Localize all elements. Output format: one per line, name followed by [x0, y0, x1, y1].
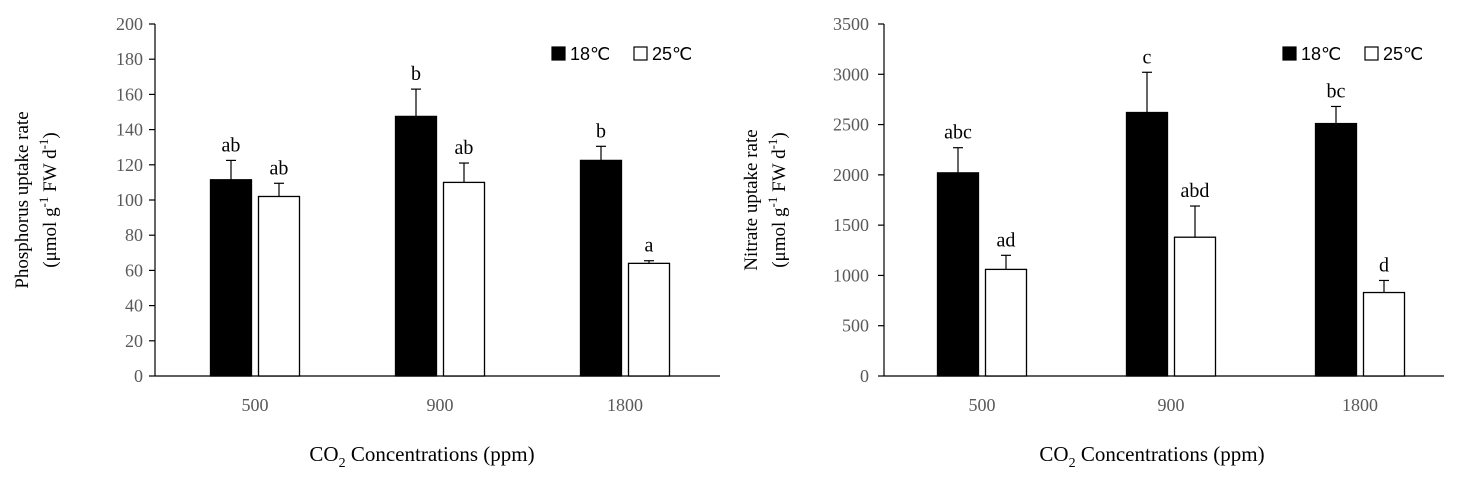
- bar-18c-1800: [1314, 122, 1358, 377]
- bar-25c-500: [984, 268, 1028, 377]
- y-axis-title-superscript: -1: [36, 197, 51, 208]
- y-tick-label: 100: [116, 190, 143, 210]
- legend-swatch: [551, 46, 566, 61]
- significance-letter: ad: [997, 229, 1016, 251]
- y-tick-label: 40: [125, 296, 143, 316]
- x-axis-title-part: Concentrations (ppm): [346, 442, 535, 466]
- legend: 18℃ 25℃: [551, 44, 692, 64]
- legend-swatch: [1282, 46, 1297, 61]
- y-tick-label: 1000: [833, 265, 869, 285]
- y-axis-title-part: FW d: [769, 149, 790, 197]
- y-axis-title-line1: Nitrate uptake rate: [741, 129, 762, 270]
- y-tick-label: 3000: [833, 64, 869, 84]
- bar-18c-500: [936, 172, 980, 377]
- y-tick-label: 140: [116, 120, 143, 140]
- significance-letter: b: [411, 63, 421, 85]
- y-tick-label: 3500: [833, 14, 869, 34]
- y-tick-label: 2500: [833, 115, 869, 135]
- y-tick-label: 200: [116, 14, 143, 34]
- y-axis-title-superscript: -1: [765, 197, 780, 208]
- y-axis-title-superscript: -1: [36, 139, 51, 150]
- bar-18c-900: [394, 115, 438, 377]
- bar-25c-900: [442, 181, 486, 377]
- x-axis-title: CO2 Concentrations (ppm): [1039, 442, 1264, 471]
- x-tick-label: 900: [1158, 395, 1185, 415]
- bar-18c-1800: [579, 159, 623, 377]
- y-tick-label: 1500: [833, 215, 869, 235]
- y-axis-title-superscript: -1: [765, 139, 780, 150]
- bar-25c-900: [1173, 236, 1217, 377]
- significance-letter: abc: [944, 122, 972, 144]
- significance-letter: ab: [222, 134, 241, 156]
- legend-label: 18℃: [1301, 44, 1341, 64]
- significance-letter: d: [1379, 254, 1389, 276]
- x-tick-label: 1800: [607, 395, 643, 415]
- x-tick-label: 500: [969, 395, 996, 415]
- chart-panel-1: 0 20 40 60 80 100 120 140 160 180 200 Phosphorus up…: [12, 14, 720, 471]
- legend: 18℃ 25℃: [1282, 44, 1423, 64]
- x-tick-label: 500: [242, 395, 269, 415]
- x-tick-label: 900: [427, 395, 454, 415]
- legend-swatch: [633, 46, 648, 61]
- significance-letter: a: [645, 235, 654, 257]
- y-tick-label: 120: [116, 155, 143, 175]
- y-axis-title-part: (μmol g: [769, 207, 790, 268]
- significance-letter: bc: [1327, 80, 1346, 102]
- legend-swatch: [1364, 46, 1379, 61]
- significance-letter: abd: [1181, 180, 1210, 202]
- x-axis-title: CO2 Concentrations (ppm): [309, 442, 534, 471]
- significance-letter: b: [596, 120, 606, 142]
- y-tick-label: 0: [860, 366, 869, 386]
- y-tick-label: 60: [125, 260, 143, 280]
- y-axis-title-part: FW d: [40, 149, 61, 197]
- significance-letter: ab: [455, 137, 474, 159]
- y-axis-title-part: ): [769, 132, 790, 138]
- y-tick-label: 160: [116, 84, 143, 104]
- y-tick-label: 0: [134, 366, 143, 386]
- bar-25c-500: [257, 195, 301, 377]
- bar-25c-1800: [627, 262, 671, 377]
- legend-label: 25℃: [1383, 44, 1423, 64]
- y-tick-label: 20: [125, 331, 143, 351]
- y-axis-title-line1: Phosphorus uptake rate: [12, 111, 33, 288]
- significance-letter: ab: [270, 157, 289, 179]
- bar-25c-1800: [1362, 291, 1406, 377]
- x-axis-title-part: Concentrations (ppm): [1076, 442, 1265, 466]
- y-axis-title-part: (μmol g: [40, 207, 61, 268]
- y-axis-title-part: ): [40, 132, 61, 138]
- y-tick-label: 500: [842, 316, 869, 336]
- legend-label: 25℃: [652, 44, 692, 64]
- bar-18c-900: [1125, 111, 1169, 377]
- x-axis-title-part: CO: [309, 442, 338, 466]
- y-axis-title-line2: (μmol g-1 FW d-1): [36, 132, 61, 268]
- y-tick-label: 180: [116, 49, 143, 69]
- bar-18c-500: [209, 179, 253, 377]
- y-tick-label: 2000: [833, 165, 869, 185]
- x-axis-title-subscript: 2: [1069, 456, 1076, 471]
- x-tick-label: 1800: [1342, 395, 1378, 415]
- y-tick-label: 80: [125, 225, 143, 245]
- x-axis-title-subscript: 2: [339, 456, 346, 471]
- x-axis-title-part: CO: [1039, 442, 1068, 466]
- legend-label: 18℃: [570, 44, 610, 64]
- significance-letter: c: [1143, 46, 1152, 68]
- y-axis-title-line2: (μmol g-1 FW d-1): [765, 132, 790, 268]
